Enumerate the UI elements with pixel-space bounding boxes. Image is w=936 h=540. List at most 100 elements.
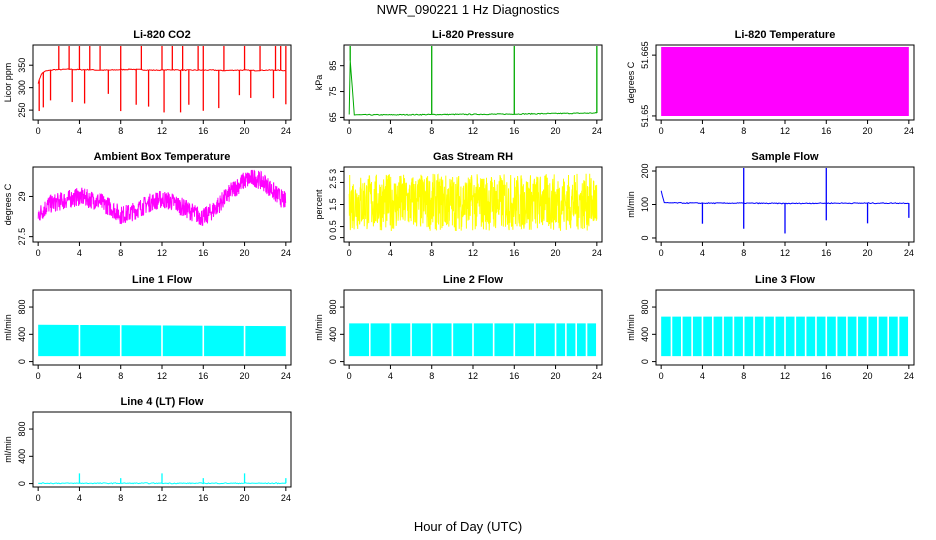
panel-6-plot-area xyxy=(660,168,910,234)
panel-3-series-band xyxy=(661,47,909,116)
panel-9-x-tick-label: 12 xyxy=(780,371,790,381)
panel-2-x-tick-label: 24 xyxy=(592,126,602,136)
panel-4-x-tick-label: 4 xyxy=(77,248,82,258)
panel-3-x-tick-label: 4 xyxy=(700,126,705,136)
panel-10-x-tick-label: 16 xyxy=(198,493,208,503)
panel-8-y-tick-label: 800 xyxy=(328,300,338,315)
panel-7-x-tick-label: 16 xyxy=(198,371,208,381)
panel-7-x-tick-label: 24 xyxy=(281,371,291,381)
panel-10-x-tick-label: 24 xyxy=(281,493,291,503)
panel-2-y-tick-label: 85 xyxy=(328,61,338,71)
panel-2-x-tick-label: 12 xyxy=(468,126,478,136)
panel-2-title: Li-820 Pressure xyxy=(432,29,514,41)
panel-10-y-axis-label: ml/min xyxy=(3,436,13,463)
panel-6-y-axis-label: ml/min xyxy=(626,191,636,218)
panel-10-plot-area xyxy=(38,473,287,485)
panel-3-y-tick-label: 51.665 xyxy=(640,41,650,69)
chart-panel-1: Li-820 CO2 Licor ppm 0 4 8 12 16 20 24 250 300 350 xyxy=(3,29,292,136)
chart-panel-5: Gas Stream RH percent 0 4 8 12 16 20 24 0 0.5 1.5 2.… xyxy=(314,151,603,258)
panel-1-y-tick-label: 350 xyxy=(17,58,27,73)
panel-6-x-tick-label: 4 xyxy=(700,248,705,258)
panel-6-series-line xyxy=(660,190,909,205)
panel-1-x-tick-label: 20 xyxy=(240,126,250,136)
panel-6-frame xyxy=(655,166,915,243)
panel-2-y-axis-label: kPa xyxy=(314,75,324,91)
panel-4-y-tick-label: 29 xyxy=(17,191,27,201)
panel-1-x-tick-label: 16 xyxy=(198,126,208,136)
panel-10-x-tick-label: 0 xyxy=(36,493,41,503)
panel-4-y-axis-label: degrees C xyxy=(3,183,13,225)
panel-6-x-tick-label: 8 xyxy=(741,248,746,258)
panel-2-x-tick-label: 20 xyxy=(551,126,561,136)
panel-7-plot-area xyxy=(38,322,286,359)
panel-6-y-tick-label: 200 xyxy=(640,164,650,179)
panel-7-y-tick-label: 0 xyxy=(17,359,27,364)
panel-9-y-tick-label: 800 xyxy=(640,300,650,315)
panel-1-series-line xyxy=(37,68,286,84)
panel-3-x-tick-label: 0 xyxy=(659,126,664,136)
panel-3-plot-area xyxy=(661,47,909,116)
panel-8-x-tick-label: 12 xyxy=(468,371,478,381)
panel-8-y-axis-label: ml/min xyxy=(314,314,324,341)
panel-2-plot-area xyxy=(348,46,598,116)
panel-2-frame xyxy=(343,44,603,121)
panel-3-x-tick-label: 12 xyxy=(780,126,790,136)
panel-2-x-tick-label: 4 xyxy=(388,126,393,136)
panel-3-x-tick-label: 16 xyxy=(821,126,831,136)
panel-1-plot-area xyxy=(37,46,287,113)
panel-9-x-tick-label: 24 xyxy=(904,371,914,381)
panel-1-x-tick-label: 8 xyxy=(118,126,123,136)
panel-8-frame xyxy=(343,289,603,366)
panel-2-x-tick-label: 0 xyxy=(347,126,352,136)
panel-6-x-tick-label: 16 xyxy=(821,248,831,258)
panel-3-x-tick-label: 24 xyxy=(904,126,914,136)
panel-3-x-tick-label: 8 xyxy=(741,126,746,136)
x-axis-label: Hour of Day (UTC) xyxy=(414,519,522,534)
panel-8-y-tick-label: 400 xyxy=(328,327,338,342)
panel-4-title: Ambient Box Temperature xyxy=(94,151,231,163)
panel-1-x-tick-label: 0 xyxy=(36,126,41,136)
panel-7-frame xyxy=(32,289,292,366)
panel-4-series-line xyxy=(37,169,287,226)
panel-7-x-tick-label: 12 xyxy=(157,371,167,381)
panel-9-x-tick-label: 20 xyxy=(863,371,873,381)
chart-panel-9: Line 3 Flow ml/min 0 4 8 12 16 20 24 0 400 800 xyxy=(626,274,915,381)
panel-3-title: Li-820 Temperature xyxy=(735,29,836,41)
panel-10-y-tick-label: 400 xyxy=(17,449,27,464)
panel-8-x-tick-label: 16 xyxy=(509,371,519,381)
chart-panel-6: Sample Flow ml/min 0 4 8 12 16 20 24 0 100 200 xyxy=(626,151,915,258)
panel-6-y-tick-label: 100 xyxy=(640,197,650,212)
panel-9-title: Line 3 Flow xyxy=(755,274,815,286)
panel-1-x-tick-label: 12 xyxy=(157,126,167,136)
panel-8-x-tick-label: 8 xyxy=(429,371,434,381)
panel-4-plot-area xyxy=(37,169,287,226)
panel-5-frame xyxy=(343,166,603,243)
panel-7-y-tick-label: 400 xyxy=(17,327,27,342)
panel-7-x-tick-label: 0 xyxy=(36,371,41,381)
panel-2-series-line xyxy=(348,60,597,116)
panel-3-x-tick-label: 20 xyxy=(863,126,873,136)
panel-8-x-tick-label: 24 xyxy=(592,371,602,381)
panel-2-x-tick-label: 8 xyxy=(429,126,434,136)
panel-5-y-tick-label: 0 xyxy=(328,235,338,240)
panel-4-frame xyxy=(32,166,292,243)
panel-6-title: Sample Flow xyxy=(751,151,819,163)
panel-9-x-tick-label: 16 xyxy=(821,371,831,381)
chart-panel-2: Li-820 Pressure kPa 0 4 8 12 16 20 24 65 75 85 xyxy=(314,29,603,136)
panel-6-x-tick-label: 0 xyxy=(659,248,664,258)
panel-5-plot-area xyxy=(348,173,598,232)
panel-4-x-tick-label: 20 xyxy=(240,248,250,258)
panel-5-x-tick-label: 8 xyxy=(429,248,434,258)
panel-8-title: Line 2 Flow xyxy=(443,274,503,286)
panel-9-x-tick-label: 8 xyxy=(741,371,746,381)
panel-1-y-tick-label: 300 xyxy=(17,80,27,95)
panel-9-y-tick-label: 400 xyxy=(640,327,650,342)
panel-10-frame xyxy=(32,411,292,488)
panel-5-x-tick-label: 20 xyxy=(551,248,561,258)
panel-8-x-tick-label: 4 xyxy=(388,371,393,381)
panel-5-x-tick-label: 16 xyxy=(509,248,519,258)
panel-5-y-axis-label: percent xyxy=(314,189,324,220)
panel-1-frame xyxy=(32,44,292,121)
